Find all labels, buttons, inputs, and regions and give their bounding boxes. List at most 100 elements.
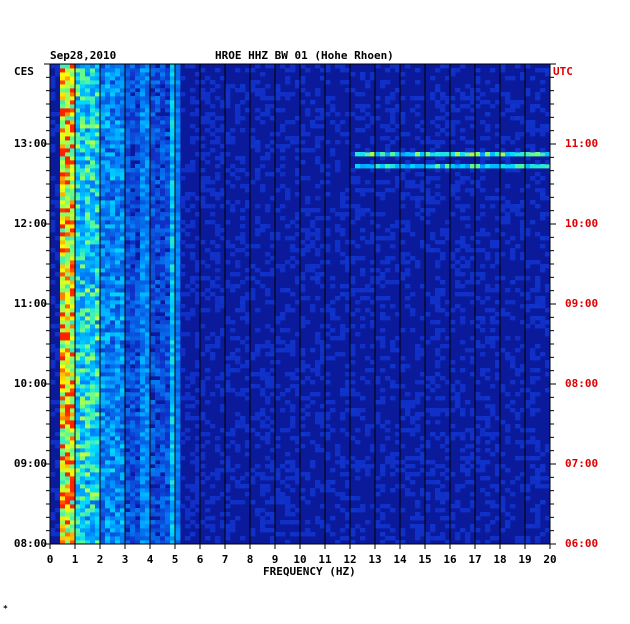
- heatmap-cell: [115, 220, 121, 225]
- heatmap-cell: [455, 188, 461, 193]
- heatmap-cell: [195, 212, 201, 217]
- heatmap-cell: [120, 136, 126, 141]
- heatmap-cell: [280, 428, 286, 433]
- heatmap-cell: [110, 192, 116, 197]
- heatmap-cell: [145, 172, 151, 177]
- heatmap-cell: [160, 452, 166, 457]
- heatmap-cell: [520, 472, 526, 477]
- heatmap-cell: [210, 220, 216, 225]
- heatmap-cell: [180, 196, 186, 201]
- heatmap-cell: [120, 400, 126, 405]
- heatmap-cell: [145, 128, 151, 133]
- heatmap-cell: [165, 244, 171, 249]
- heatmap-cell: [110, 212, 116, 217]
- heatmap-cell: [285, 224, 291, 229]
- heatmap-cell: [515, 208, 521, 213]
- heatmap-cell: [85, 128, 91, 133]
- heatmap-cell: [360, 108, 366, 113]
- heatmap-cell: [265, 172, 271, 177]
- heatmap-cell: [105, 132, 111, 137]
- heatmap-cell: [395, 384, 401, 389]
- heatmap-cell: [90, 196, 96, 201]
- heatmap-cell: [140, 220, 146, 225]
- heatmap-cell: [155, 472, 161, 477]
- heatmap-cell: [65, 176, 71, 181]
- heatmap-cell: [345, 328, 351, 333]
- heatmap-cell: [110, 156, 116, 161]
- heatmap-cell: [145, 304, 151, 309]
- heatmap-cell: [80, 284, 86, 289]
- heatmap-cell: [150, 136, 156, 141]
- heatmap-cell: [205, 376, 211, 381]
- heatmap-cell: [310, 224, 316, 229]
- heatmap-cell: [275, 232, 281, 237]
- heatmap-cell: [535, 472, 541, 477]
- heatmap-cell: [70, 280, 76, 285]
- heatmap-cell: [145, 116, 151, 121]
- heatmap-cell: [240, 128, 246, 133]
- heatmap-cell: [95, 236, 101, 241]
- heatmap-cell: [505, 152, 511, 157]
- heatmap-cell: [75, 304, 81, 309]
- heatmap-cell: [420, 456, 426, 461]
- heatmap-cell: [65, 180, 71, 185]
- heatmap-cell: [80, 472, 86, 477]
- heatmap-cell: [60, 444, 66, 449]
- heatmap-cell: [100, 416, 106, 421]
- heatmap-cell: [155, 360, 161, 365]
- heatmap-cell: [220, 328, 226, 333]
- heatmap-cell: [510, 204, 516, 209]
- heatmap-cell: [160, 428, 166, 433]
- heatmap-cell: [435, 320, 441, 325]
- heatmap-cell: [110, 528, 116, 533]
- heatmap-cell: [100, 108, 106, 113]
- heatmap-cell: [55, 356, 61, 361]
- heatmap-cell: [150, 280, 156, 285]
- heatmap-cell: [355, 392, 361, 397]
- heatmap-cell: [430, 376, 436, 381]
- heatmap-cell: [50, 212, 56, 217]
- heatmap-cell: [445, 492, 451, 497]
- heatmap-cell: [170, 460, 176, 465]
- heatmap-cell: [165, 324, 171, 329]
- heatmap-cell: [155, 384, 161, 389]
- heatmap-cell: [55, 304, 61, 309]
- heatmap-cell: [420, 164, 426, 169]
- heatmap-cell: [70, 168, 76, 173]
- heatmap-cell: [95, 400, 101, 405]
- heatmap-cell: [300, 208, 306, 213]
- heatmap-cell: [220, 192, 226, 197]
- heatmap-cell: [470, 336, 476, 341]
- heatmap-cell: [120, 192, 126, 197]
- heatmap-cell: [65, 200, 71, 205]
- heatmap-cell: [345, 384, 351, 389]
- heatmap-cell: [85, 440, 91, 445]
- heatmap-cell: [55, 348, 61, 353]
- heatmap-cell: [140, 496, 146, 501]
- heatmap-cell: [185, 392, 191, 397]
- heatmap-cell: [380, 336, 386, 341]
- heatmap-cell: [65, 156, 71, 161]
- heatmap-cell: [425, 220, 431, 225]
- heatmap-cell: [140, 160, 146, 165]
- heatmap-cell: [380, 340, 386, 345]
- heatmap-cell: [115, 308, 121, 313]
- heatmap-cell: [155, 308, 161, 313]
- heatmap-cell: [115, 480, 121, 485]
- heatmap-cell: [240, 280, 246, 285]
- heatmap-cell: [465, 508, 471, 513]
- heatmap-cell: [135, 276, 141, 281]
- heatmap-cell: [215, 176, 221, 181]
- heatmap-cell: [105, 404, 111, 409]
- heatmap-cell: [135, 332, 141, 337]
- heatmap-cell: [490, 536, 496, 541]
- heatmap-cell: [150, 360, 156, 365]
- heatmap-cell: [175, 224, 181, 229]
- heatmap-cell: [305, 248, 311, 253]
- heatmap-cell: [125, 228, 131, 233]
- heatmap-cell: [150, 176, 156, 181]
- heatmap-cell: [495, 432, 501, 437]
- heatmap-cell: [235, 308, 241, 313]
- heatmap-cell: [315, 484, 321, 489]
- heatmap-cell: [495, 240, 501, 245]
